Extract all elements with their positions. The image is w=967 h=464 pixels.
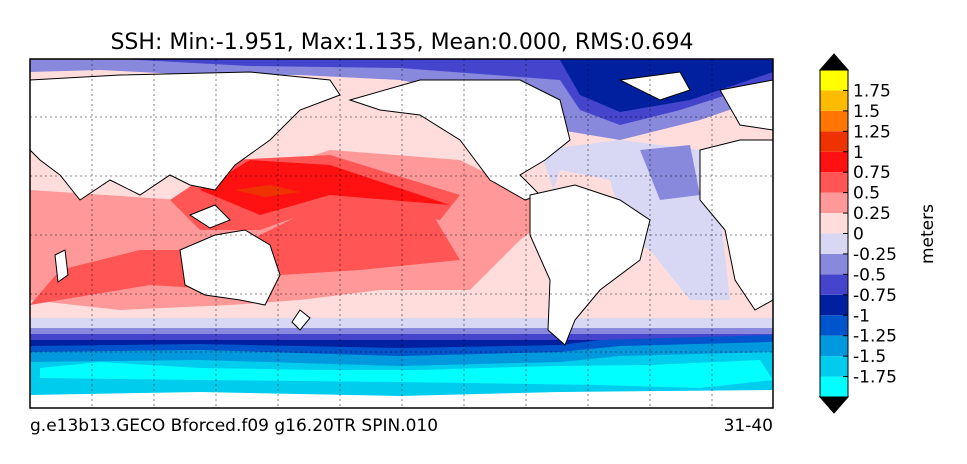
- colorbar-band: [820, 294, 848, 316]
- colorbar-tick-label: 1.5: [853, 102, 880, 122]
- colorbar-band: [820, 376, 848, 397]
- colorbar-band: [820, 131, 848, 152]
- colorbar-tick-label: -0.5: [853, 265, 886, 285]
- colorbar-tick-label: -0.25: [853, 245, 897, 265]
- colorbar-extend-top: [818, 53, 850, 71]
- colorbar-extend-bottom: [818, 396, 850, 414]
- colorbar-tick-label: 0.5: [853, 184, 880, 204]
- map-frame: [29, 58, 774, 409]
- colorbar-band: [820, 172, 848, 193]
- colorbar-tick-label: -1: [853, 306, 870, 326]
- colorbar-tick-label: -1.5: [853, 347, 886, 367]
- colorbar-tick-label: 0: [853, 225, 864, 245]
- colorbar-band: [820, 335, 848, 357]
- footer-right: 31-40: [724, 416, 773, 436]
- colorbar-tick-label: -1.25: [853, 327, 897, 347]
- colorbar-band: [820, 90, 848, 111]
- colorbar-band: [820, 192, 848, 214]
- colorbar-label: meters: [918, 204, 938, 264]
- colorbar-band: [820, 356, 848, 377]
- colorbar-band: [820, 315, 848, 336]
- colorbar-band: [820, 213, 848, 234]
- colorbar-tick-label: -1.75: [853, 368, 897, 388]
- map: [30, 59, 773, 408]
- colorbar-band: [820, 110, 848, 132]
- footer-left: g.e13b13.GECO Bforced.f09 g16.20TR SPIN.…: [30, 416, 438, 436]
- colorbar-band: [820, 70, 848, 91]
- title: SSH: Min:-1.951, Max:1.135, Mean:0.000, …: [110, 30, 693, 55]
- colorbar: -1.75-1.5-1.25-1-0.75-0.5-0.2500.250.50.…: [818, 53, 897, 414]
- colorbar-tick-label: 0.25: [853, 204, 891, 224]
- colorbar-band: [820, 233, 848, 254]
- colorbar-tick-label: -0.75: [853, 286, 897, 306]
- colorbar-band: [820, 151, 848, 173]
- colorbar-tick-label: 0.75: [853, 163, 891, 183]
- colorbar-band: [820, 274, 848, 295]
- colorbar-tick-label: 1.75: [853, 81, 891, 101]
- colorbar-band: [820, 253, 848, 275]
- colorbar-tick-label: 1.25: [853, 122, 891, 142]
- colorbar-tick-label: 1: [853, 143, 864, 163]
